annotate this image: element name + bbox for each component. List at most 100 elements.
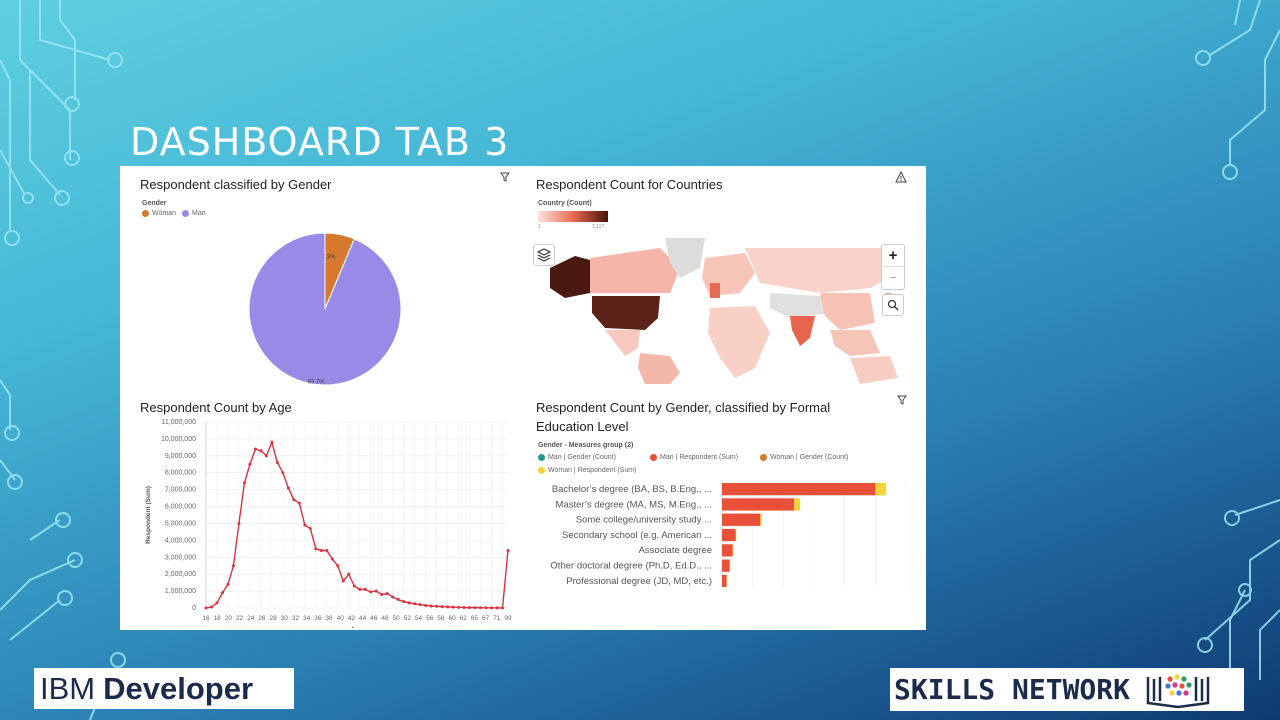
bar-segment[interactable] xyxy=(722,498,795,511)
age-data-point[interactable] xyxy=(369,590,373,594)
logo-text-developer: Developer xyxy=(103,670,254,706)
age-data-point[interactable] xyxy=(231,564,235,568)
age-data-point[interactable] xyxy=(479,606,483,610)
gender-panel[interactable]: Respondent classified by Gender Gender W… xyxy=(120,166,520,391)
age-data-point[interactable] xyxy=(402,600,406,604)
age-data-point[interactable] xyxy=(380,592,384,596)
age-data-point[interactable] xyxy=(314,547,318,551)
gender-pie-chart[interactable]: 6.3% 93.7% xyxy=(240,224,410,394)
age-data-point[interactable] xyxy=(363,587,367,591)
age-data-point[interactable] xyxy=(418,603,422,607)
age-data-point[interactable] xyxy=(429,604,433,608)
age-data-point[interactable] xyxy=(242,481,246,485)
age-data-point[interactable] xyxy=(374,589,378,593)
age-data-point[interactable] xyxy=(490,606,494,610)
age-data-point[interactable] xyxy=(270,440,274,444)
age-data-point[interactable] xyxy=(259,449,263,453)
age-data-point[interactable] xyxy=(341,579,345,583)
education-panel[interactable]: Respondent Count by Gender, classified b… xyxy=(516,392,926,630)
map-search-button[interactable] xyxy=(882,294,904,316)
age-series-line[interactable] xyxy=(205,440,509,609)
legend-item-woman-sum[interactable]: Woman | Respondent (Sum) xyxy=(538,467,636,474)
layers-button[interactable] xyxy=(533,244,555,266)
age-panel[interactable]: Respondent Count by Age 0 1,000,000 2,000,… xyxy=(120,392,520,630)
age-data-point[interactable] xyxy=(220,591,224,595)
filter-icon[interactable] xyxy=(500,172,510,182)
legend-item-woman-count[interactable]: Woman | Gender (Count) xyxy=(760,454,848,461)
age-data-point[interactable] xyxy=(501,606,505,610)
x-tick-label: 34 xyxy=(303,615,311,622)
age-data-point[interactable] xyxy=(275,461,279,465)
age-data-point[interactable] xyxy=(286,486,290,490)
age-data-point[interactable] xyxy=(215,601,219,605)
age-data-point[interactable] xyxy=(347,572,351,576)
pie-slice-man[interactable] xyxy=(248,232,402,386)
age-data-point[interactable] xyxy=(385,592,389,596)
age-data-point[interactable] xyxy=(319,549,323,553)
filter-icon[interactable] xyxy=(897,395,907,405)
age-data-point[interactable] xyxy=(264,454,268,458)
age-data-point[interactable] xyxy=(308,527,312,531)
world-map[interactable] xyxy=(530,238,910,384)
legend-label: Woman | Respondent (Sum) xyxy=(548,467,637,474)
legend-item-man-count[interactable]: Man | Gender (Count) xyxy=(538,454,616,461)
age-data-point[interactable] xyxy=(413,602,417,606)
age-data-point[interactable] xyxy=(204,606,208,610)
legend-item-man-sum[interactable]: Man | Respondent (Sum) xyxy=(650,454,738,461)
age-data-point[interactable] xyxy=(281,471,285,475)
age-data-point[interactable] xyxy=(424,603,428,607)
bar-segment[interactable] xyxy=(722,528,736,542)
age-data-point[interactable] xyxy=(297,501,301,505)
age-data-point[interactable] xyxy=(336,564,340,568)
bar-segment[interactable] xyxy=(760,513,762,526)
age-data-point[interactable] xyxy=(462,605,466,609)
age-data-point[interactable] xyxy=(468,606,472,610)
age-data-point[interactable] xyxy=(209,605,213,609)
age-data-point[interactable] xyxy=(484,606,488,610)
age-data-point[interactable] xyxy=(391,595,395,599)
age-data-point[interactable] xyxy=(325,549,329,553)
legend-swatch xyxy=(760,454,767,461)
bar-segment[interactable] xyxy=(722,483,876,496)
age-data-point[interactable] xyxy=(226,582,230,586)
age-data-point[interactable] xyxy=(407,601,411,605)
age-data-point[interactable] xyxy=(248,462,252,466)
age-data-point[interactable] xyxy=(253,447,257,451)
age-data-point[interactable] xyxy=(473,606,477,610)
x-tick-label: 99 xyxy=(504,615,512,622)
age-data-point[interactable] xyxy=(303,523,307,527)
pie-slice-label: 93.7% xyxy=(308,380,326,386)
age-data-point[interactable] xyxy=(446,605,450,609)
education-bar-chart[interactable]: Bachelor’s degree (BA, BS, B.Eng., ... Ma… xyxy=(516,480,926,628)
bar-segment[interactable] xyxy=(722,559,730,572)
age-data-point[interactable] xyxy=(495,606,499,610)
bar-segment[interactable] xyxy=(722,513,761,526)
age-data-point[interactable] xyxy=(440,605,444,609)
ibm-developer-logo: IBM Developer xyxy=(34,668,294,709)
bar-segment[interactable] xyxy=(875,483,887,496)
age-data-point[interactable] xyxy=(330,557,334,561)
bar-segment[interactable] xyxy=(722,574,727,588)
legend-item-woman[interactable]: Woman xyxy=(142,210,176,217)
age-data-point[interactable] xyxy=(237,521,241,525)
y-tick-label: 4,000,000 xyxy=(165,537,196,544)
countries-panel[interactable]: Respondent Count for Countries Country (… xyxy=(516,166,926,391)
bar-segment[interactable] xyxy=(794,498,801,511)
layers-icon xyxy=(537,248,551,262)
warning-icon[interactable] xyxy=(895,171,907,183)
age-data-point[interactable] xyxy=(457,605,461,609)
age-data-point[interactable] xyxy=(435,604,439,608)
age-data-point[interactable] xyxy=(352,584,356,588)
age-data-point[interactable] xyxy=(396,598,400,602)
zoom-out-button[interactable]: − xyxy=(889,270,897,285)
zoom-in-button[interactable]: + xyxy=(882,245,904,267)
age-data-point[interactable] xyxy=(358,587,362,591)
age-line-chart[interactable]: 0 1,000,000 2,000,000 3,000,000 4,000,000 5,0… xyxy=(120,416,520,628)
bar-segment[interactable] xyxy=(722,544,733,557)
legend-item-man[interactable]: Man xyxy=(182,210,206,217)
gender-panel-title: Respondent classified by Gender xyxy=(140,177,332,192)
age-data-point[interactable] xyxy=(292,498,296,502)
age-data-point[interactable] xyxy=(506,549,510,553)
age-data-point[interactable] xyxy=(451,605,455,609)
